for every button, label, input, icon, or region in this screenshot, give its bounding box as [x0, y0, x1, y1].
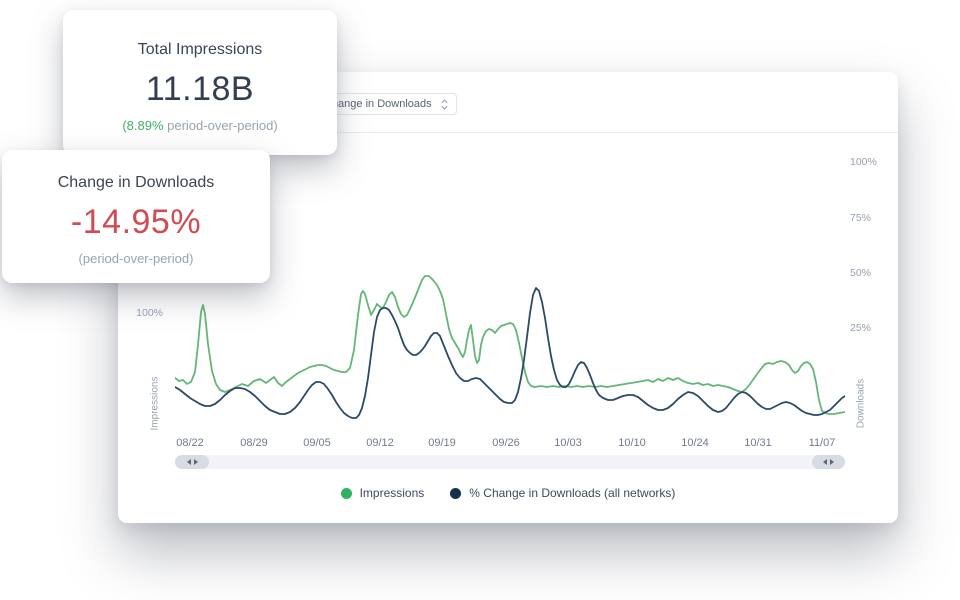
left-axis-title: Impressions [149, 376, 161, 431]
metric-select-dropdown[interactable]: Change in Downloads [313, 93, 457, 115]
x-tick-label: 11/07 [808, 437, 836, 449]
card-value: 11.18B [145, 70, 255, 108]
series-line [175, 275, 845, 415]
change-in-downloads-card: Change in Downloads -14.95% (period-over… [2, 150, 270, 283]
scroll-right-arrow-icon [830, 459, 834, 465]
card-subtitle: (8.89% period-over-period) [122, 118, 277, 133]
right-axis-title: Downloads [855, 378, 867, 429]
card-subtitle: (period-over-period) [78, 251, 194, 266]
chart-legend: Impressions % Change in Downloads (all ne… [118, 486, 898, 500]
x-tick-label: 09/05 [303, 437, 331, 449]
metric-select-value: Change in Downloads [324, 98, 432, 110]
scroll-left-arrow-icon [186, 459, 191, 465]
card-value: -14.95% [70, 203, 202, 241]
x-tick-label: 09/26 [492, 437, 520, 449]
period-change-positive: (8.89% [122, 118, 164, 133]
x-tick-label: 09/12 [366, 437, 394, 449]
legend-item[interactable]: Impressions [340, 486, 425, 500]
x-tick-label: 09/19 [428, 437, 456, 449]
x-tick-label: 08/29 [240, 437, 268, 449]
x-tick-label: 10/24 [681, 437, 709, 449]
scrollbar-right-handle[interactable] [812, 455, 845, 469]
line-chart-svg [175, 275, 845, 419]
legend-dot-icon [340, 487, 352, 499]
legend-item[interactable]: % Change in Downloads (all networks) [450, 486, 675, 500]
period-label: period-over-period) [163, 118, 278, 133]
series-line [175, 287, 845, 419]
legend-dot-icon [450, 487, 462, 499]
legend-label: % Change in Downloads (all networks) [469, 486, 676, 500]
x-tick-label: 10/10 [618, 437, 646, 449]
x-tick-label: 08/22 [176, 437, 204, 449]
card-title: Total Impressions [137, 41, 263, 58]
right-axis-tick-label: 25% [850, 322, 872, 334]
right-axis-tick-label: 75% [850, 212, 872, 224]
line-chart-plot-area[interactable] [175, 145, 845, 450]
total-impressions-card: Total Impressions 11.18B (8.89% period-o… [63, 10, 337, 155]
scroll-right-arrow-icon [193, 459, 198, 465]
scrollbar-left-handle[interactable] [175, 455, 209, 469]
chart-range-scrollbar[interactable] [175, 455, 845, 469]
right-axis-tick-label: 50% [850, 267, 872, 279]
x-tick-label: 10/03 [554, 437, 582, 449]
right-axis-tick-label: 100% [850, 156, 877, 168]
card-title: Change in Downloads [57, 174, 215, 191]
chevron-up-down-icon [441, 98, 448, 110]
panel-header: Change in Downloads [118, 72, 898, 133]
x-tick-label: 10/31 [744, 437, 772, 449]
legend-label: Impressions [359, 486, 425, 500]
left-axis-tick-label: 100% [136, 307, 163, 319]
scroll-left-arrow-icon [823, 459, 827, 465]
